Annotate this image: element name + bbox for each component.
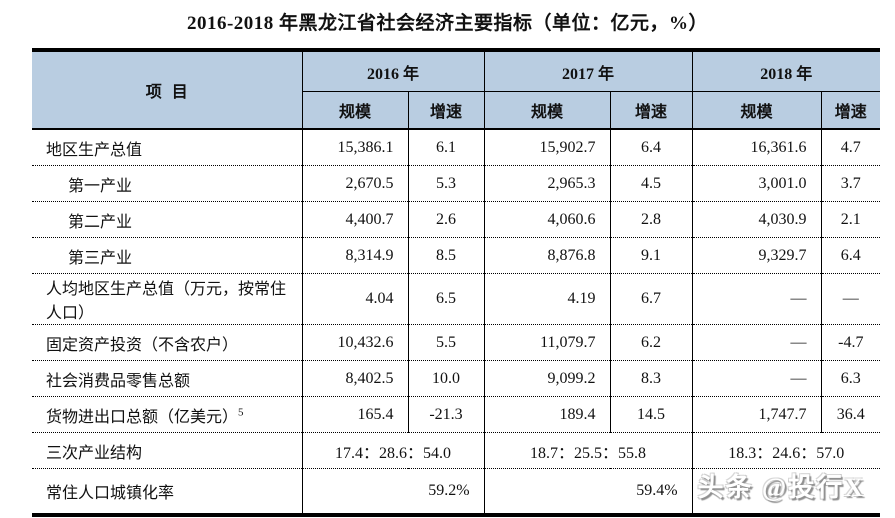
header-year-2018: 2018 年: [692, 50, 881, 92]
table-row: 三次产业结构 17.4：28.6：54.0 18.7：25.5：55.8 18.…: [32, 432, 881, 469]
header-sub-row: 规模 增速 规模 增速 规模 增速: [32, 91, 881, 129]
cell-2016-growth: 5.5: [408, 324, 485, 361]
cell-2017-growth: 4.5: [610, 165, 693, 202]
cell-2018-scale: 4,030.9: [692, 201, 822, 238]
cell-2017-scale: 4,060.6: [484, 201, 611, 238]
row-label-text: 货物进出口总额（亿美元）: [46, 408, 239, 426]
cell-2016-growth: 6.1: [408, 129, 485, 166]
table-header: 项目 2016 年 2017 年 2018 年 规模 增速 规模 增速 规模 增…: [32, 50, 881, 129]
cell-2018-scale: 3,001.0: [692, 165, 822, 202]
cell-2017-scale: 4.19: [484, 273, 611, 325]
cell-2016-scale: 2,670.5: [302, 165, 409, 202]
cell-2017-growth: 6.7: [610, 273, 693, 325]
row-label: 三次产业结构: [32, 432, 303, 469]
cell-2017-growth: 9.1: [610, 237, 693, 274]
header-scale-2016: 规模: [302, 91, 409, 129]
cell-2018-growth: 3.7: [821, 165, 881, 202]
cell-2018-growth: —: [821, 273, 881, 325]
cell-2017-growth: 6.2: [610, 324, 693, 361]
cell-2016-structure: 17.4：28.6：54.0: [302, 432, 485, 469]
row-label: 常住人口城镇化率: [32, 468, 303, 515]
header-growth-2017: 增速: [610, 91, 693, 129]
cell-2018-growth: 36.4: [821, 396, 881, 433]
table-row: 第一产业 2,670.5 5.3 2,965.3 4.5 3,001.0 3.7: [32, 165, 881, 202]
cell-2017-growth: 8.3: [610, 360, 693, 397]
row-label: 社会消费品零售总额: [32, 360, 303, 397]
cell-2018-urbanization: [692, 469, 880, 516]
cell-2016-scale: 15,386.1: [302, 129, 409, 166]
cell-2016-growth: 8.5: [408, 237, 485, 274]
cell-2018-scale: 16,361.6: [692, 129, 822, 166]
cell-2017-scale: 189.4: [484, 396, 611, 433]
cell-2017-growth: 14.5: [610, 396, 693, 433]
header-year-2016: 2016 年: [302, 50, 485, 92]
cell-2017-scale: 2,965.3: [484, 165, 611, 202]
cell-2016-scale: 165.4: [302, 396, 409, 433]
cell-2018-scale: 9,329.7: [692, 237, 822, 274]
table-title: 2016-2018 年黑龙江省社会经济主要指标（单位：亿元，%）: [186, 13, 709, 34]
cell-2017-structure: 18.7：25.5：55.8: [484, 432, 693, 469]
cell-2018-scale: —: [692, 324, 822, 361]
indicators-table: 项目 2016 年 2017 年 2018 年 规模 增速 规模 增速 规模 增…: [32, 48, 881, 517]
cell-2018-growth: -4.7: [821, 324, 881, 361]
cell-2017-scale: 11,079.7: [484, 324, 611, 361]
footnote-marker: 5: [238, 406, 244, 419]
row-label: 第二产业: [32, 201, 303, 238]
cell-2018-growth: 6.4: [821, 237, 881, 274]
cell-2017-growth: 2.8: [610, 201, 693, 238]
row-label: 第一产业: [32, 165, 303, 202]
header-scale-2017: 规模: [484, 91, 611, 129]
row-label: 人均地区生产总值（万元，按常住人口）: [32, 273, 303, 325]
cell-2018-growth: 2.1: [821, 201, 881, 238]
cell-2018-scale: —: [692, 273, 822, 325]
table-row: 人均地区生产总值（万元，按常住人口） 4.04 6.5 4.19 6.7 — —: [32, 273, 881, 325]
cell-2016-growth: -21.3: [408, 396, 485, 433]
cell-2016-growth: 5.3: [408, 165, 485, 202]
table-row: 常住人口城镇化率 59.2% 59.4%: [32, 468, 880, 516]
table-row: 地区生产总值 15,386.1 6.1 15,902.7 6.4 16,361.…: [32, 129, 881, 166]
cell-2016-scale: 10,432.6: [302, 324, 409, 361]
cell-2018-growth: 4.7: [821, 129, 881, 166]
row-label: 第三产业: [32, 237, 303, 274]
cell-2016-scale: 4,400.7: [302, 201, 409, 238]
cell-2017-scale: 9,099.2: [484, 360, 611, 397]
cell-2017-growth: 6.4: [610, 129, 693, 166]
cell-2016-growth: 6.5: [408, 273, 485, 325]
cell-2017-urbanization: 59.4%: [484, 468, 693, 515]
cell-2018-structure: 18.3：24.6：57.0: [692, 432, 881, 469]
cell-2016-scale: 4.04: [302, 273, 409, 325]
header-growth-2016: 增速: [408, 91, 485, 129]
row-label: 地区生产总值: [32, 129, 303, 166]
table-row: 社会消费品零售总额 8,402.5 10.0 9,099.2 8.3 — 6.3: [32, 360, 881, 397]
table-row: 货物进出口总额（亿美元）5 165.4 -21.3 189.4 14.5 1,7…: [32, 396, 881, 433]
row-label: 固定资产投资（不含农户）: [32, 324, 303, 361]
header-item: 项目: [32, 50, 303, 129]
cell-2016-growth: 10.0: [408, 360, 485, 397]
table-row: 第三产业 8,314.9 8.5 8,876.8 9.1 9,329.7 6.4: [32, 237, 881, 274]
header-year-row: 项目 2016 年 2017 年 2018 年: [32, 50, 881, 129]
table-row: 第二产业 4,400.7 2.6 4,060.6 2.8 4,030.9 2.1: [32, 201, 881, 238]
cell-2017-scale: 15,902.7: [484, 129, 611, 166]
cell-2016-urbanization: 59.2%: [302, 468, 485, 515]
cell-2017-scale: 8,876.8: [484, 237, 611, 274]
cell-2018-growth: 6.3: [821, 360, 881, 397]
header-year-2017: 2017 年: [484, 50, 693, 92]
cell-2016-growth: 2.6: [408, 201, 485, 238]
cell-2018-scale: —: [692, 360, 822, 397]
cell-2016-scale: 8,314.9: [302, 237, 409, 274]
row-label: 货物进出口总额（亿美元）5: [32, 396, 303, 433]
header-growth-2018: 增速: [821, 91, 881, 129]
table-row: 固定资产投资（不含农户） 10,432.6 5.5 11,079.7 6.2 —…: [32, 324, 881, 361]
cell-2018-scale: 1,747.7: [692, 396, 822, 433]
cell-2016-scale: 8,402.5: [302, 360, 409, 397]
header-scale-2018: 规模: [692, 91, 822, 129]
